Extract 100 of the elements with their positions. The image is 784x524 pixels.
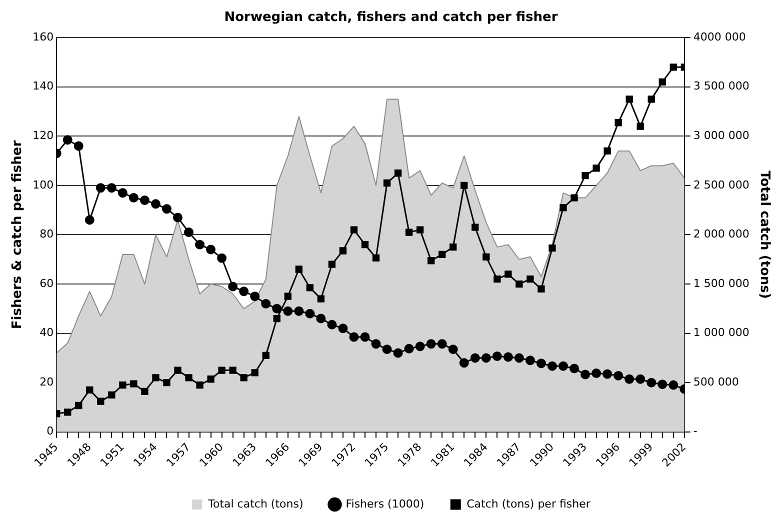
point bbox=[294, 306, 304, 316]
point bbox=[350, 226, 358, 234]
y2-tick-label: 2 500 000 bbox=[693, 178, 750, 192]
point bbox=[536, 358, 546, 368]
point bbox=[428, 257, 435, 264]
point bbox=[338, 324, 348, 334]
point bbox=[295, 266, 302, 273]
point bbox=[130, 380, 138, 388]
point bbox=[150, 199, 160, 209]
point bbox=[592, 164, 600, 172]
point bbox=[140, 195, 150, 205]
point bbox=[492, 351, 502, 361]
y-tick-label: 80 bbox=[40, 228, 54, 241]
point bbox=[548, 244, 556, 252]
point bbox=[514, 353, 524, 363]
point bbox=[64, 408, 72, 416]
point bbox=[108, 391, 116, 398]
point bbox=[450, 243, 457, 251]
point bbox=[504, 270, 512, 278]
point bbox=[405, 228, 413, 236]
point bbox=[152, 374, 160, 382]
y-tick-label: 100 bbox=[32, 178, 54, 192]
y2-tick-label: 1 000 000 bbox=[693, 326, 750, 340]
point bbox=[470, 353, 480, 363]
point bbox=[229, 366, 236, 374]
point bbox=[547, 361, 557, 371]
y-tick-label: 20 bbox=[40, 375, 54, 388]
point bbox=[62, 135, 72, 145]
point bbox=[570, 364, 580, 374]
point bbox=[394, 170, 402, 177]
point bbox=[360, 332, 370, 342]
point bbox=[174, 366, 182, 374]
point bbox=[207, 376, 214, 383]
point bbox=[228, 282, 238, 292]
point bbox=[624, 374, 634, 384]
y-tick-label: 160 bbox=[32, 30, 54, 44]
point bbox=[239, 286, 249, 296]
point bbox=[668, 380, 678, 390]
point bbox=[273, 314, 280, 322]
point bbox=[658, 78, 666, 86]
point bbox=[162, 204, 172, 214]
point bbox=[460, 182, 468, 190]
point bbox=[250, 292, 260, 302]
point bbox=[163, 379, 170, 386]
legend-label: Fishers (1000) bbox=[346, 497, 424, 510]
point bbox=[459, 358, 469, 368]
point bbox=[415, 342, 425, 352]
point bbox=[317, 295, 325, 302]
point bbox=[602, 369, 612, 379]
y-tick-label: 40 bbox=[40, 326, 54, 340]
point bbox=[494, 276, 501, 283]
point bbox=[503, 352, 513, 362]
point bbox=[185, 374, 192, 382]
point bbox=[438, 250, 446, 258]
point bbox=[128, 193, 138, 203]
point bbox=[196, 381, 204, 389]
point bbox=[305, 308, 315, 318]
point bbox=[106, 183, 116, 193]
point bbox=[206, 244, 216, 254]
point bbox=[74, 141, 84, 151]
point bbox=[448, 344, 458, 354]
point bbox=[636, 374, 646, 384]
point bbox=[558, 361, 568, 371]
point bbox=[272, 304, 282, 314]
point bbox=[119, 381, 126, 389]
y-axis-title: Fishers & catch per fisher bbox=[10, 140, 26, 330]
point bbox=[218, 366, 226, 374]
point bbox=[195, 240, 205, 250]
point bbox=[261, 298, 271, 308]
point bbox=[416, 226, 424, 234]
y2-tick-label: 3 000 000 bbox=[693, 129, 750, 142]
point bbox=[316, 314, 326, 324]
point bbox=[481, 353, 491, 363]
y2-tick-label: 4000 000 bbox=[693, 30, 746, 44]
point bbox=[614, 370, 624, 380]
point bbox=[283, 306, 293, 316]
point bbox=[570, 194, 578, 202]
point bbox=[437, 339, 447, 349]
point bbox=[592, 368, 602, 378]
y2-tick-label: 500 000 bbox=[693, 375, 739, 388]
y-tick-label: 0 bbox=[46, 424, 54, 438]
point bbox=[525, 356, 535, 366]
point bbox=[262, 352, 270, 360]
legend-label: Total catch (tons) bbox=[207, 497, 304, 510]
y2-tick-label: 3 500 000 bbox=[693, 80, 750, 93]
point bbox=[383, 179, 391, 187]
point bbox=[636, 122, 644, 130]
point bbox=[472, 224, 479, 231]
point bbox=[614, 119, 622, 126]
point bbox=[75, 402, 82, 410]
point bbox=[284, 292, 292, 300]
point bbox=[482, 253, 490, 260]
point bbox=[184, 228, 194, 238]
point bbox=[526, 276, 534, 283]
point bbox=[118, 188, 128, 198]
point bbox=[582, 172, 589, 180]
point bbox=[251, 369, 258, 376]
point bbox=[173, 212, 183, 222]
point bbox=[382, 344, 392, 354]
y2-tick-label: - bbox=[693, 424, 698, 438]
